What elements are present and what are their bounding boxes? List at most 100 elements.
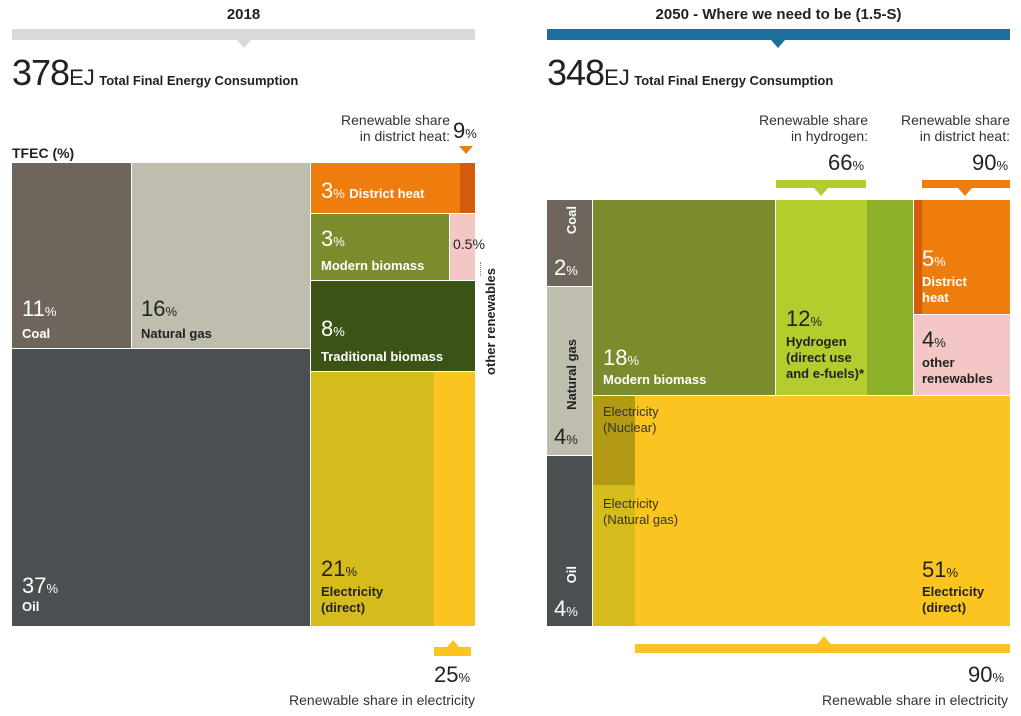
cell-traditional-biomass-2018: 8% Traditional biomass xyxy=(311,281,475,371)
dh-share-marker xyxy=(459,146,473,154)
header-2050: 2050 - Where we need to be (1.5-S) xyxy=(655,6,902,23)
h-share-num: 66 xyxy=(828,150,853,175)
cell-hydrogen-renewable-2050 xyxy=(867,200,913,395)
elec-pct: 21 xyxy=(321,556,346,581)
other-label1: other xyxy=(922,355,955,370)
mbio-label: Modern biomass xyxy=(321,258,425,273)
total-2018: 378EJ Total Final Energy Consumption xyxy=(12,52,298,94)
hydro-label1: Hydrogen xyxy=(786,334,847,349)
coal-pct: 11 xyxy=(22,296,45,321)
other-pct: 4 xyxy=(922,327,935,352)
pct: % xyxy=(852,158,865,173)
other-label2: renewables xyxy=(922,371,993,386)
dh-share-line1: Renewable share xyxy=(341,112,450,128)
oil-pct: 4 xyxy=(554,596,567,621)
h-share-marker xyxy=(814,188,828,196)
coal-label: Coal xyxy=(564,206,579,235)
coal-pct: 2 xyxy=(554,255,567,280)
elec-label1: Electricity xyxy=(321,584,384,599)
cell-natural-gas-2018: 16% Natural gas xyxy=(132,163,310,348)
header-bar-2050 xyxy=(547,29,1010,40)
elec-label2: (direct) xyxy=(922,600,967,615)
hydro-label2: (direct use xyxy=(786,350,852,365)
tbio-label: Traditional biomass xyxy=(321,349,444,364)
cell-electricity-2050 xyxy=(635,396,1010,626)
natgas-elec-label: Electricity (Natural gas) xyxy=(603,496,678,528)
gas-label: Natural gas xyxy=(564,339,579,410)
gas-pct: 4 xyxy=(554,424,567,449)
total-unit: EJ xyxy=(604,65,630,90)
hydro-label3: and e-fuels)* xyxy=(786,366,865,381)
elec-label-2050: Electricity (direct) xyxy=(922,584,984,616)
pct: % xyxy=(566,432,578,447)
cell-other-renewables-2018 xyxy=(450,214,475,280)
coal-label: Coal xyxy=(22,326,51,341)
pct: % xyxy=(627,353,640,368)
el-share-value-2018: 25% xyxy=(434,662,470,688)
pct: % xyxy=(165,304,178,319)
header-bar-2018 xyxy=(12,29,475,40)
cell-electricity-renewable-2018 xyxy=(434,372,475,626)
cell-electricity-nonrenewable-2050 xyxy=(593,396,635,626)
dh-share-num: 9 xyxy=(453,118,466,143)
h-share-note: Renewable share in hydrogen: xyxy=(720,112,868,144)
total-value: 348 xyxy=(547,52,605,93)
cell-coal-2050: Coal 2% xyxy=(547,200,592,286)
dh-share-line1: Renewable share xyxy=(901,112,1010,128)
el-share-marker-2050 xyxy=(817,636,831,644)
dh-share-marker-2050 xyxy=(958,188,972,196)
dheat-label2: heat xyxy=(922,290,949,305)
elec-label2: (direct) xyxy=(321,600,366,615)
cell-district-heat-renewable-2018 xyxy=(460,163,475,213)
dheat-label1: District xyxy=(922,274,967,289)
oil-label: Oil xyxy=(22,599,40,614)
dheat-label: District heat xyxy=(349,186,425,201)
cell-oil-2018: 37% Oil xyxy=(12,349,310,626)
header-notch-2050 xyxy=(771,40,785,48)
pct: % xyxy=(934,254,946,269)
el-share-marker-2018 xyxy=(446,640,460,648)
el-share-num: 25 xyxy=(434,662,459,687)
cell-electricity-2018: 21% Electricity (direct) xyxy=(311,372,434,626)
total-label: Total Final Energy Consumption xyxy=(99,73,299,88)
dheat-pct: 3 xyxy=(321,178,334,203)
nuclear-label: Electricity (Nuclear) xyxy=(603,404,659,436)
pct: % xyxy=(566,263,578,278)
natgas-elec-label1: Electricity xyxy=(603,496,659,511)
total-2050: 348EJ Total Final Energy Consumption xyxy=(547,52,833,94)
total-value: 378 xyxy=(12,52,70,93)
dh-share-num: 90 xyxy=(972,150,997,175)
h-share-bar xyxy=(776,180,866,188)
tbio-pct: 8 xyxy=(321,316,334,341)
cell-oil-2050: Oil 4% xyxy=(547,456,592,626)
mbio-pct: 18 xyxy=(603,345,628,370)
mbio-pct: 3 xyxy=(321,226,334,251)
pct: % xyxy=(996,158,1009,173)
other-renewables-vertical: other renewables xyxy=(483,268,498,375)
cell-other-renewables-2050: 4% other renewables xyxy=(914,315,1010,395)
dh-share-value-2018: 9% xyxy=(453,118,477,144)
other-renewables-pct: 0.5% xyxy=(453,236,485,252)
pct: % xyxy=(458,670,471,685)
pct: % xyxy=(946,565,959,580)
pct: % xyxy=(992,670,1005,685)
el-share-label-2050: Renewable share in electricity xyxy=(822,692,1008,708)
hydro-pct: 12 xyxy=(786,306,811,331)
cell-natural-gas-2050: Natural gas 4% xyxy=(547,287,592,455)
elec-pct-2050: 51% xyxy=(922,559,958,584)
cell-modern-biomass-2018: 3% Modern biomass xyxy=(311,214,449,280)
gas-pct: 16 xyxy=(141,296,166,321)
dh-share-bar-2050 xyxy=(922,180,1010,188)
pct: % xyxy=(44,304,57,319)
mbio-label: Modern biomass xyxy=(603,372,707,387)
pct: % xyxy=(810,314,823,329)
cell-district-heat-2050: 5% District heat xyxy=(914,200,1010,314)
dh-share-line2: in district heat: xyxy=(359,128,450,144)
pct: % xyxy=(566,604,578,619)
dh-share-value-2050: 90% xyxy=(972,150,1008,176)
total-label: Total Final Energy Consumption xyxy=(634,73,834,88)
cell-coal-2018: 11% Coal xyxy=(12,163,131,348)
el-share-bar-2050 xyxy=(635,644,1010,653)
natgas-elec-label2: (Natural gas) xyxy=(603,512,679,527)
total-unit: EJ xyxy=(69,65,95,90)
